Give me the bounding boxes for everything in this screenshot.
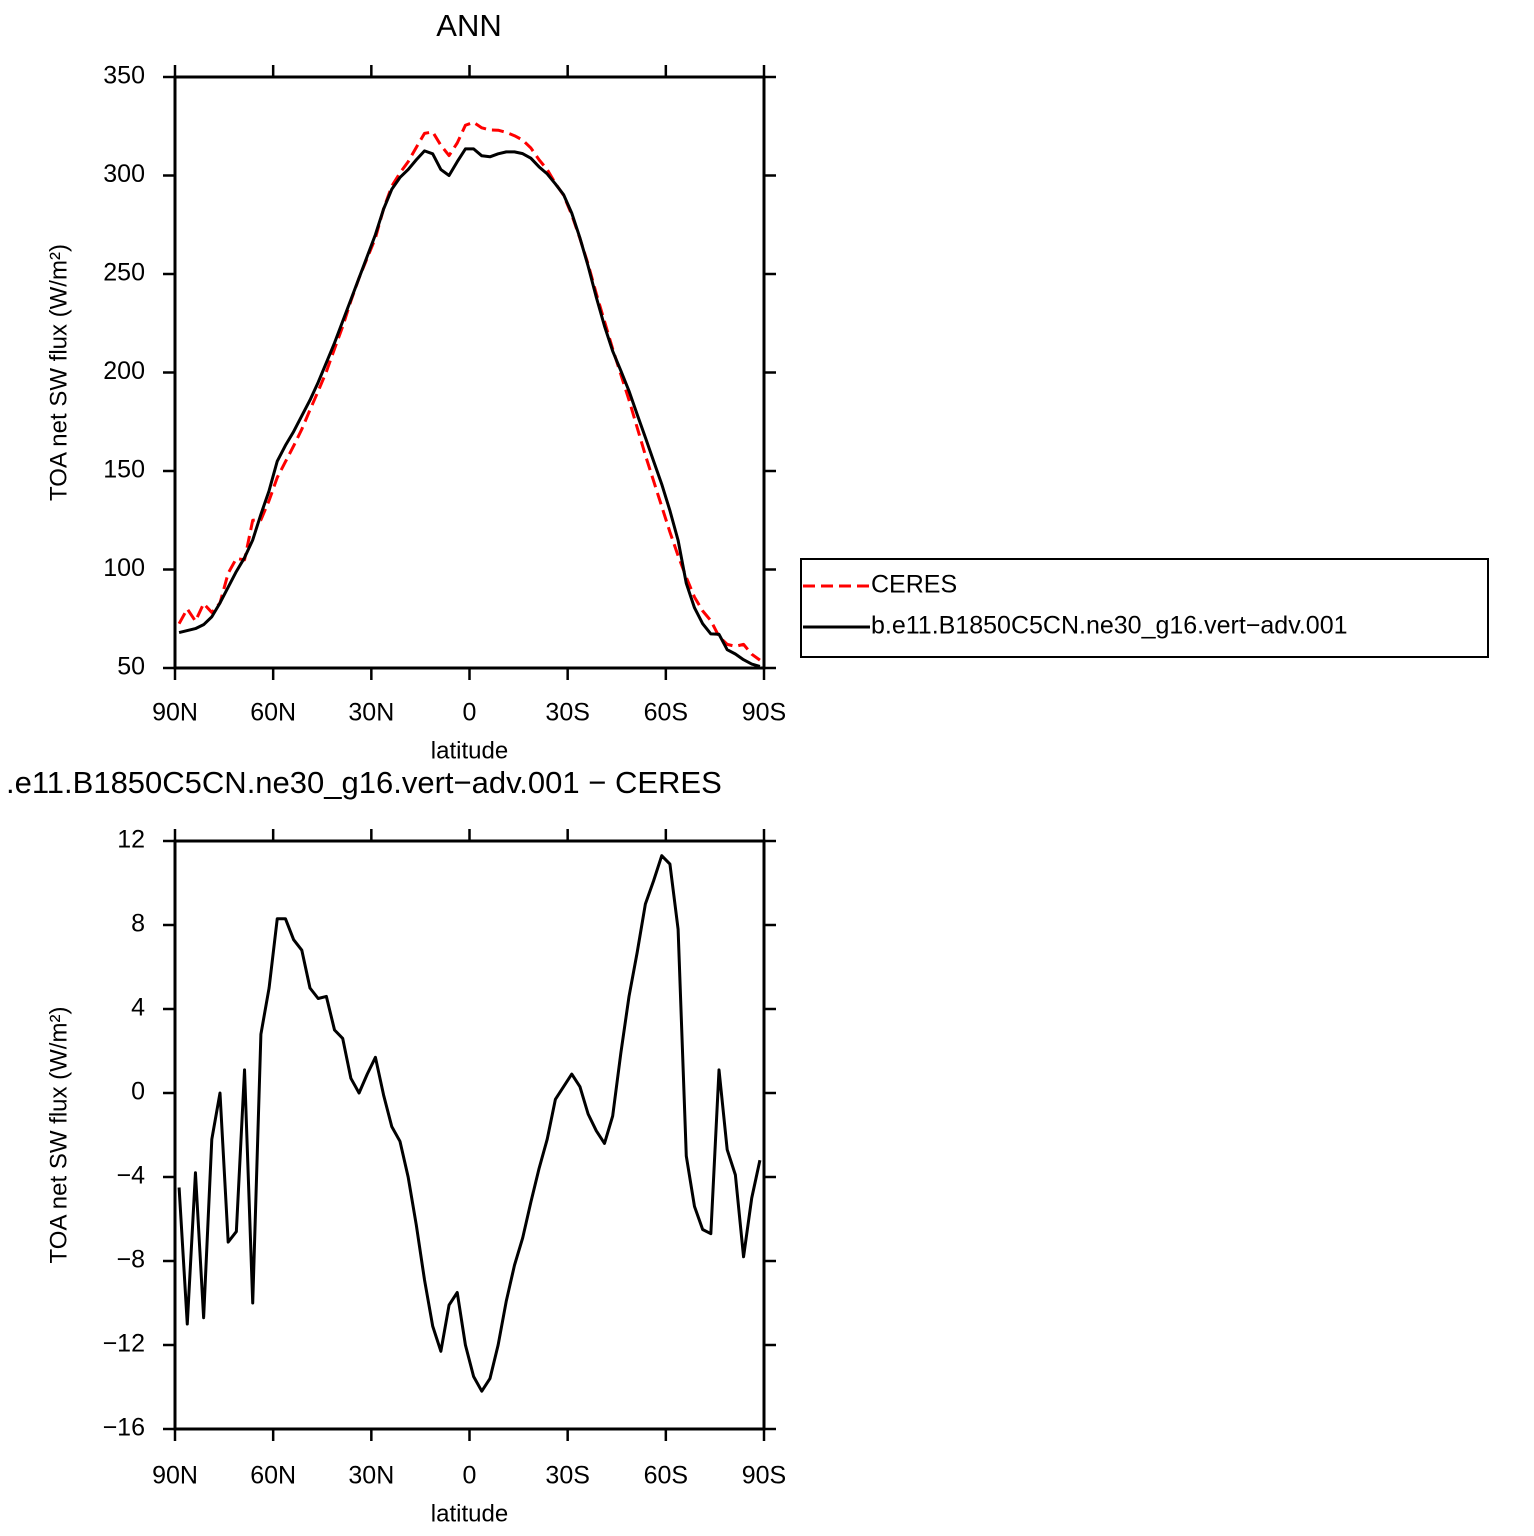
y-tick-label: 4 (131, 994, 145, 1022)
plot-frame (173, 839, 766, 1431)
x-axis-label: latitude (431, 737, 508, 764)
y-tick-label: 12 (117, 826, 145, 854)
y-tick-label: 350 (103, 62, 145, 90)
y-tick-label: 200 (103, 357, 145, 385)
y-tick-label: −16 (103, 1414, 145, 1442)
x-tick-label: 90S (742, 699, 786, 727)
y-tick-label: 250 (103, 259, 145, 287)
legend-label: CERES (871, 571, 957, 599)
chart-title: .e11.B1850C5CN.ne30_g16.vert−adv.001 − C… (6, 765, 722, 800)
y-axis-label: TOA net SW flux (W/m²) (45, 244, 72, 501)
chart-title: ANN (436, 8, 501, 43)
y-tick-label: 300 (103, 160, 145, 188)
x-tick-label: 60S (644, 699, 688, 727)
y-tick-label: 0 (131, 1078, 145, 1106)
y-tick-label: 50 (117, 653, 145, 681)
plot-frame (173, 75, 766, 670)
x-tick-label: 0 (463, 699, 477, 727)
y-tick-label: −12 (103, 1330, 145, 1358)
data-line (178, 147, 761, 668)
x-axis-label: latitude (431, 1500, 508, 1527)
y-axis-label: TOA net SW flux (W/m²) (45, 1007, 72, 1264)
y-tick-label: −8 (116, 1246, 145, 1274)
legend-label: b.e11.B1850C5CN.ne30_g16.vert−adv.001 (871, 612, 1348, 640)
y-tick-label: 8 (131, 910, 145, 938)
x-tick-label: 30N (348, 699, 394, 727)
legend-box (800, 558, 1489, 658)
x-tick-label: 30S (545, 699, 589, 727)
data-line (177, 120, 761, 662)
x-tick-label: 90N (152, 1462, 198, 1490)
y-tick-label: 150 (103, 456, 145, 484)
x-tick-label: 90N (152, 699, 198, 727)
x-tick-label: 0 (463, 1462, 477, 1490)
x-tick-label: 60N (250, 699, 296, 727)
x-tick-label: 60S (644, 1462, 688, 1490)
x-tick-label: 90S (742, 1462, 786, 1490)
x-tick-label: 60N (250, 1462, 296, 1490)
x-tick-label: 30S (545, 1462, 589, 1490)
data-line (177, 854, 762, 1393)
y-tick-label: 100 (103, 554, 145, 582)
y-tick-label: −4 (116, 1162, 145, 1190)
x-tick-label: 30N (348, 1462, 394, 1490)
